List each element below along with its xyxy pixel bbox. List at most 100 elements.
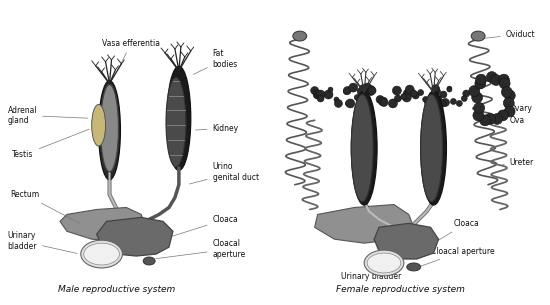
Ellipse shape — [474, 102, 485, 113]
Ellipse shape — [442, 99, 449, 106]
Ellipse shape — [315, 92, 321, 99]
Text: Urinary
bladder: Urinary bladder — [8, 231, 77, 253]
Text: Ova: Ova — [505, 103, 525, 125]
Polygon shape — [315, 205, 414, 243]
Text: Ureter: Ureter — [503, 158, 534, 167]
Ellipse shape — [81, 240, 123, 268]
Text: Urino
genital duct: Urino genital duct — [190, 162, 258, 184]
Ellipse shape — [417, 90, 424, 95]
Ellipse shape — [380, 99, 388, 106]
Ellipse shape — [440, 91, 447, 98]
Ellipse shape — [403, 89, 412, 98]
Ellipse shape — [475, 78, 486, 89]
Text: Rectum: Rectum — [10, 190, 79, 223]
Ellipse shape — [343, 88, 349, 95]
Ellipse shape — [92, 104, 106, 146]
Ellipse shape — [463, 90, 470, 97]
Ellipse shape — [324, 90, 333, 99]
Text: Cloaca: Cloaca — [172, 215, 238, 236]
Ellipse shape — [351, 91, 377, 205]
Ellipse shape — [166, 78, 186, 167]
Ellipse shape — [376, 95, 384, 103]
Ellipse shape — [358, 88, 365, 95]
Ellipse shape — [476, 74, 487, 85]
Ellipse shape — [345, 100, 351, 106]
Ellipse shape — [471, 31, 485, 41]
Ellipse shape — [388, 99, 398, 108]
Ellipse shape — [98, 81, 120, 180]
Ellipse shape — [461, 95, 468, 102]
Ellipse shape — [143, 257, 155, 265]
Ellipse shape — [328, 87, 333, 92]
Ellipse shape — [368, 90, 374, 95]
Text: Vasa efferentia: Vasa efferentia — [102, 38, 160, 70]
Ellipse shape — [432, 88, 441, 95]
Ellipse shape — [405, 85, 414, 94]
Ellipse shape — [362, 83, 372, 92]
Polygon shape — [60, 207, 146, 241]
Ellipse shape — [425, 99, 431, 106]
Ellipse shape — [351, 95, 373, 202]
Ellipse shape — [421, 91, 447, 205]
Ellipse shape — [354, 95, 360, 100]
Ellipse shape — [480, 115, 491, 126]
Ellipse shape — [349, 83, 358, 92]
Ellipse shape — [447, 86, 452, 91]
Ellipse shape — [492, 113, 503, 124]
Ellipse shape — [497, 110, 508, 121]
Ellipse shape — [378, 97, 387, 106]
Ellipse shape — [473, 110, 484, 121]
Polygon shape — [374, 223, 438, 259]
Ellipse shape — [84, 243, 119, 265]
Ellipse shape — [491, 74, 502, 85]
Ellipse shape — [504, 106, 515, 117]
Ellipse shape — [437, 99, 446, 107]
Ellipse shape — [485, 113, 496, 124]
Ellipse shape — [392, 86, 402, 95]
Ellipse shape — [367, 86, 375, 94]
Ellipse shape — [343, 87, 351, 95]
Ellipse shape — [422, 96, 428, 102]
Ellipse shape — [469, 86, 480, 96]
Text: Kidney: Kidney — [196, 124, 239, 133]
Ellipse shape — [167, 66, 191, 170]
Ellipse shape — [407, 263, 421, 271]
Ellipse shape — [101, 84, 118, 172]
Ellipse shape — [316, 90, 325, 99]
Text: Cloaca: Cloaca — [436, 219, 479, 242]
Text: Cloacal aperture: Cloacal aperture — [421, 247, 494, 266]
Ellipse shape — [498, 74, 509, 85]
Text: Female reproductive system: Female reproductive system — [337, 285, 465, 294]
Ellipse shape — [293, 31, 307, 41]
Text: Cloacal
aperture: Cloacal aperture — [156, 239, 246, 259]
Ellipse shape — [317, 95, 324, 102]
Polygon shape — [97, 217, 173, 256]
Ellipse shape — [364, 250, 404, 276]
Text: Fat
bodies: Fat bodies — [193, 49, 238, 74]
Text: Testis: Testis — [13, 129, 89, 160]
Ellipse shape — [368, 87, 376, 95]
Text: Urinary bladder: Urinary bladder — [342, 267, 402, 281]
Ellipse shape — [394, 95, 402, 102]
Text: Adrenal
gland: Adrenal gland — [8, 106, 88, 125]
Ellipse shape — [503, 98, 514, 109]
Ellipse shape — [502, 87, 512, 98]
Ellipse shape — [359, 84, 367, 92]
Ellipse shape — [311, 87, 318, 95]
Ellipse shape — [472, 92, 482, 103]
Ellipse shape — [401, 94, 407, 99]
Text: Ovary: Ovary — [506, 95, 533, 113]
Ellipse shape — [313, 90, 322, 99]
Ellipse shape — [410, 90, 417, 97]
Ellipse shape — [433, 95, 442, 104]
Ellipse shape — [334, 99, 343, 107]
Ellipse shape — [447, 87, 452, 92]
Text: Oviduct: Oviduct — [481, 30, 536, 39]
Text: Male reproductive system: Male reproductive system — [58, 285, 175, 294]
Ellipse shape — [499, 78, 510, 89]
Ellipse shape — [403, 93, 411, 102]
Ellipse shape — [412, 92, 419, 99]
Ellipse shape — [346, 99, 355, 108]
Ellipse shape — [367, 253, 401, 273]
Ellipse shape — [456, 100, 463, 106]
